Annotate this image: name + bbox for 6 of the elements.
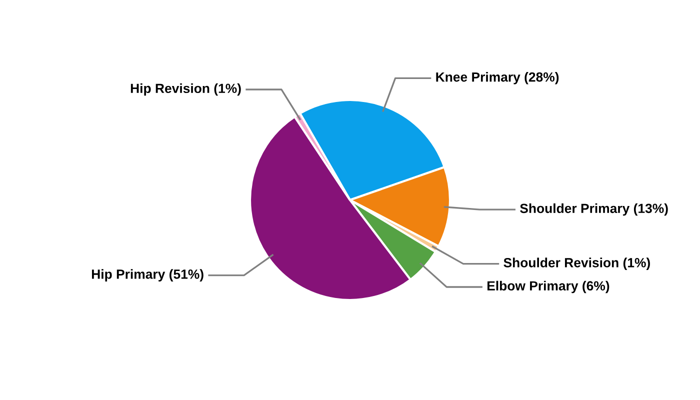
slice-label: Shoulder Primary (13%) — [520, 203, 668, 216]
slice-label: Knee Primary (28%) — [436, 72, 559, 84]
slice-label: Shoulder Revision (1%) — [504, 258, 650, 270]
slice-label: Elbow Primary (6%) — [487, 280, 610, 294]
slice-label: Hip Primary (51%) — [92, 269, 204, 282]
slice-label: Hip Revision (1%) — [130, 83, 241, 96]
